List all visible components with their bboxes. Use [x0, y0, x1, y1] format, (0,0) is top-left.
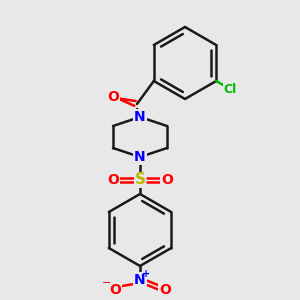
Text: N: N: [134, 110, 146, 124]
Text: N: N: [134, 273, 146, 287]
Text: Cl: Cl: [224, 82, 237, 95]
Text: N: N: [134, 150, 146, 164]
Text: −: −: [102, 278, 112, 288]
Text: O: O: [159, 283, 171, 297]
Text: O: O: [107, 173, 119, 187]
Text: O: O: [109, 283, 121, 297]
Text: S: S: [134, 172, 146, 188]
Text: O: O: [161, 173, 173, 187]
Text: O: O: [107, 90, 119, 104]
Text: +: +: [142, 269, 150, 279]
